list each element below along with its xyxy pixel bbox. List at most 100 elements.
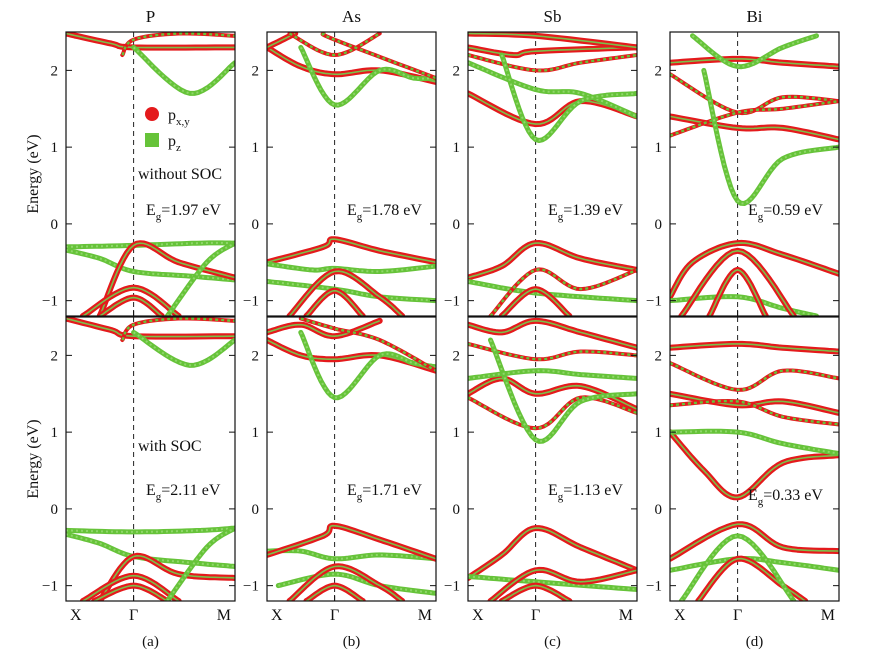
y-tick-label: 2 <box>252 63 260 79</box>
band-pxy-core <box>288 270 403 316</box>
y-tick-label: 0 <box>252 502 260 518</box>
band-pxy <box>468 32 637 51</box>
y-tick-label: 2 <box>453 63 461 79</box>
band-pxy-core <box>468 32 637 49</box>
y-tick-label: −1 <box>243 579 259 595</box>
band-pz-markers <box>132 46 235 95</box>
x-tick-label: Γ <box>129 607 138 624</box>
gap-label: Eg=1.39 eV <box>548 202 623 223</box>
y-tick-label: −1 <box>646 294 662 310</box>
band-pz <box>298 44 436 108</box>
y-tick-label: 0 <box>51 502 59 518</box>
band-pxy-core <box>99 554 235 601</box>
panel-frame <box>669 316 840 602</box>
band-pxy-core <box>267 524 436 560</box>
bands <box>66 317 235 601</box>
band-pxy <box>286 563 406 601</box>
band-pxy-core <box>708 269 767 316</box>
gap-label: Eg=1.78 eV <box>347 202 422 223</box>
y-tick-label: 2 <box>655 63 663 79</box>
band-pxy-core <box>267 238 436 264</box>
band-pz-markers <box>468 61 637 118</box>
panel-label: (b) <box>343 634 361 650</box>
band-pxy-core <box>670 343 839 353</box>
column-header-p: P <box>146 7 155 26</box>
panel-frame <box>669 31 840 317</box>
band-pz-markers <box>66 241 235 248</box>
band-mixed-pz <box>468 396 637 430</box>
band-pz-markers <box>680 534 795 601</box>
band-pz-markers <box>468 280 637 302</box>
band-mixed-pz <box>121 32 235 56</box>
band-mixed-pz <box>489 268 637 316</box>
band-pz-markers <box>468 575 637 591</box>
band-pz-markers <box>133 331 235 367</box>
band-pz-markers <box>66 249 235 281</box>
panel-frame <box>467 31 638 317</box>
bands <box>468 32 637 316</box>
x-tick-label: M <box>217 607 231 624</box>
panel-bi-without-soc: −1 0 1 2 Eg=0.59 eV <box>646 31 840 317</box>
band-pxy-core <box>468 377 637 410</box>
y-tick-label: 1 <box>51 425 59 441</box>
bands <box>670 33 839 316</box>
bands <box>670 340 839 601</box>
band-pxy-core <box>82 286 180 316</box>
panel-p-with-soc: −1 0 1 2 Eg=2.11 eV with SOC X Γ M (a) <box>42 316 236 650</box>
x-tick-label: Γ <box>330 607 339 624</box>
y-tick-label: 1 <box>655 425 663 441</box>
band-pxy-core <box>670 242 839 298</box>
panel-label: (c) <box>544 634 561 650</box>
soc-label: with SOC <box>138 438 202 455</box>
y-tick-label: 1 <box>252 425 260 441</box>
band-pxy-core <box>490 569 637 601</box>
y-axis-label: Energy (eV) <box>25 134 42 213</box>
y-tick-label: −1 <box>42 579 58 595</box>
band-mixed-pz <box>468 342 637 361</box>
column-header-sb: Sb <box>544 7 562 26</box>
bands <box>267 32 436 316</box>
band-pxy-core <box>670 393 839 414</box>
y-axis-label: Energy (eV) <box>25 419 42 498</box>
band-mixed-pz <box>288 32 381 57</box>
panel-as-without-soc: −1 0 1 2 Eg=1.78 eV <box>243 31 437 317</box>
gap-label: Eg=1.13 eV <box>548 482 623 503</box>
panel-sb-without-soc: −1 0 1 2 Eg=1.39 eV <box>444 31 638 317</box>
panel-frame <box>467 316 638 602</box>
y-tick-label: 2 <box>252 348 260 364</box>
band-mixed-pz <box>670 361 839 392</box>
band-pz-markers <box>66 527 235 533</box>
band-pz <box>131 44 235 96</box>
band-pz-markers <box>267 262 436 273</box>
y-tick-label: −1 <box>444 579 460 595</box>
band-pz-markers <box>691 34 817 68</box>
band-pxy-core <box>267 320 381 338</box>
band-pxy-core <box>93 584 168 601</box>
band-pz <box>66 247 235 283</box>
band-pxy-core <box>670 523 839 560</box>
band-pxy-core <box>66 32 235 49</box>
y-tick-label: 0 <box>51 217 59 233</box>
panel-label: (a) <box>142 634 159 650</box>
y-tick-label: 0 <box>453 502 461 518</box>
panel-as-with-soc: −1 0 1 2 Eg=1.71 eV X Γ M (b) <box>243 316 437 650</box>
band-pxy <box>79 284 182 316</box>
y-tick-label: 1 <box>453 425 461 441</box>
band-pxy-core <box>501 584 570 601</box>
legend-marker-pxy <box>145 107 159 121</box>
band-pxy-core <box>697 557 806 601</box>
band-mixed-pz <box>670 99 839 137</box>
gap-label: Eg=0.33 eV <box>748 487 823 508</box>
band-pz-markers <box>166 242 235 316</box>
y-tick-label: 1 <box>252 140 260 156</box>
x-tick-label: Γ <box>733 607 742 624</box>
column-header-bi: Bi <box>746 7 762 26</box>
column-header-as: As <box>342 7 361 26</box>
band-mixed-pz <box>321 32 436 80</box>
panel-bi-with-soc: −1 0 1 2 Eg=0.33 eV X Γ M (d) <box>646 316 840 650</box>
y-tick-label: 0 <box>252 217 260 233</box>
band-pz-markers <box>278 573 436 595</box>
gap-label: Eg=2.11 eV <box>146 482 221 503</box>
y-tick-label: 1 <box>453 140 461 156</box>
